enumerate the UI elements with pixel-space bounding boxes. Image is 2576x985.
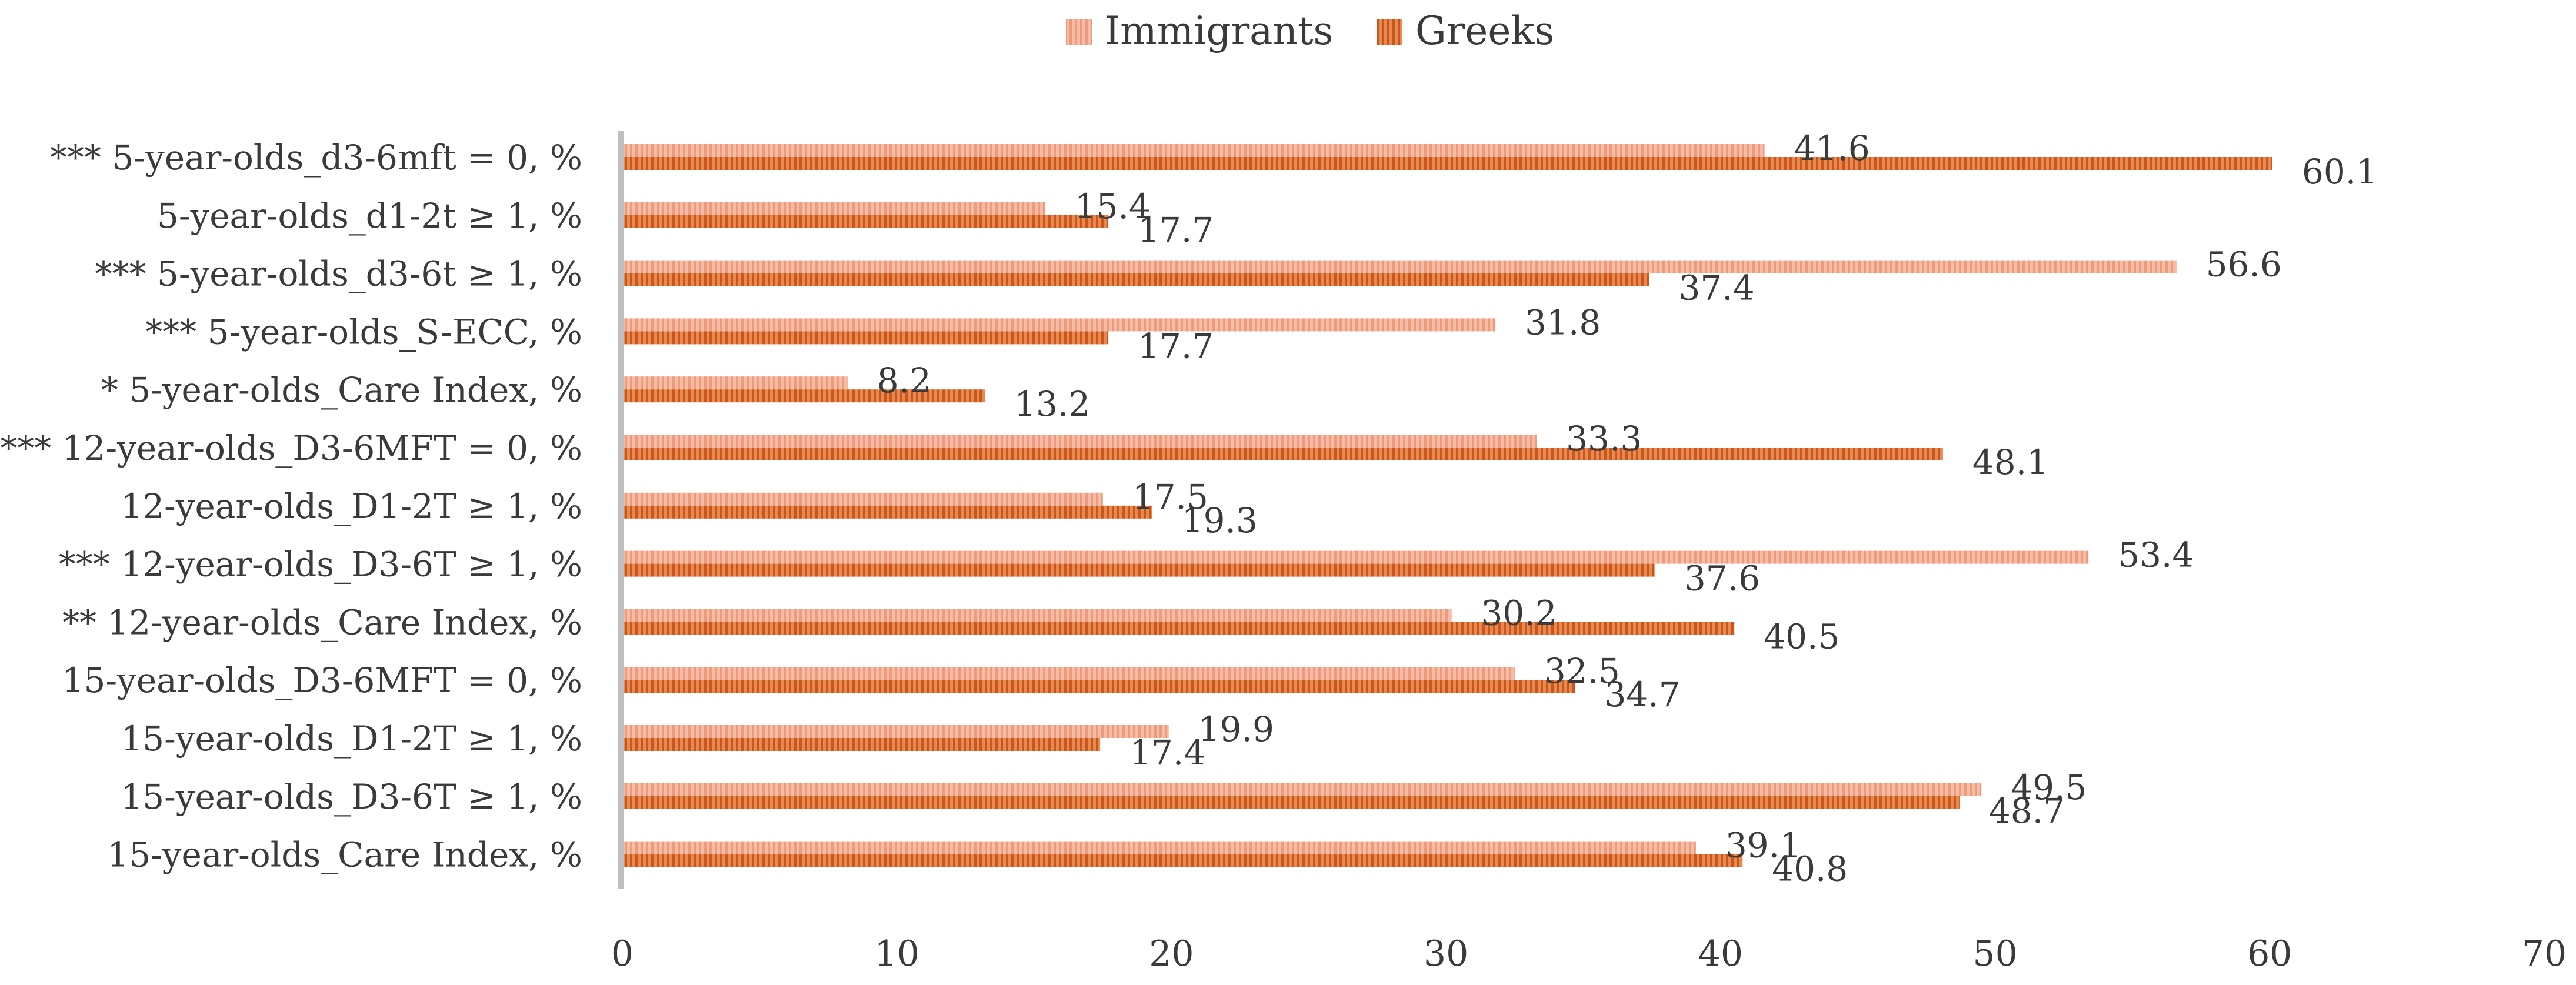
data-label-immigrants: 33.3 — [1566, 419, 1642, 459]
bar-immigrants — [622, 144, 1765, 157]
bar-immigrants — [622, 202, 1045, 215]
category-label: ** 12-year-olds_Care Index, % — [62, 602, 582, 642]
data-label-greeks: 13.2 — [1014, 384, 1090, 424]
legend-label-immigrants: Immigrants — [1105, 8, 1333, 54]
category-label: 5-year-olds_d1-2t ≥ 1, % — [157, 196, 582, 236]
category-label: 15-year-olds_Care Index, % — [107, 835, 582, 875]
bar-greeks — [622, 622, 1735, 635]
bar-greeks — [622, 505, 1152, 519]
data-label-greeks: 37.6 — [1684, 559, 1760, 599]
bars — [622, 144, 2272, 867]
x-tick-label: 40 — [1698, 933, 1743, 974]
category-label: 15-year-olds_D3-6MFT = 0, % — [62, 660, 582, 700]
data-label-immigrants: 49.5 — [2011, 767, 2087, 807]
data-label-immigrants: 32.5 — [1544, 651, 1620, 691]
data-label-greeks: 37.4 — [1679, 268, 1755, 308]
legend-label-greeks: Greeks — [1415, 8, 1554, 54]
bar-immigrants — [622, 492, 1103, 506]
bar-greeks — [622, 854, 1743, 867]
category-label: 12-year-olds_D1-2T ≥ 1, % — [121, 486, 582, 526]
x-tick-label: 70 — [2522, 933, 2567, 974]
category-labels: *** 5-year-olds_d3-6mft = 0, % 5-year-old… — [0, 138, 582, 875]
category-label: 15-year-olds_D3-6T ≥ 1, % — [121, 777, 582, 817]
data-label-immigrants: 15.4 — [1075, 186, 1151, 226]
category-label: *** 12-year-olds_D3-6MFT = 0, % — [0, 428, 582, 468]
data-label-greeks: 48.1 — [1972, 442, 2048, 482]
bar-greeks — [622, 215, 1109, 228]
bar-immigrants — [622, 609, 1452, 622]
category-label: 15-year-olds_D1-2T ≥ 1, % — [121, 719, 582, 759]
data-label-greeks: 19.3 — [1182, 500, 1258, 540]
category-label: *** 5-year-olds_d3-6mft = 0, % — [50, 138, 582, 178]
bar-immigrants — [622, 841, 1696, 854]
data-label-greeks: 48.7 — [1989, 791, 2065, 831]
data-label-immigrants: 17.5 — [1132, 477, 1208, 517]
data-label-greeks: 17.7 — [1138, 326, 1214, 366]
bar-immigrants — [622, 318, 1496, 332]
bar-greeks — [622, 563, 1655, 577]
data-label-greeks: 60.1 — [2302, 152, 2378, 192]
category-label: *** 5-year-olds_S-ECC, % — [145, 312, 582, 352]
bar-greeks — [622, 157, 2272, 170]
data-label-immigrants: 31.8 — [1525, 302, 1601, 342]
bar-immigrants — [622, 260, 2177, 273]
x-tick-label: 10 — [875, 933, 919, 974]
bar-immigrants — [622, 550, 2089, 564]
x-axis-ticks: 0 10 20 30 40 50 60 70 — [611, 933, 2567, 974]
data-label-greeks: 40.5 — [1764, 616, 1839, 656]
bar-greeks — [622, 389, 985, 403]
data-label-greeks: 17.7 — [1138, 210, 1214, 250]
category-label: * 5-year-olds_Care Index, % — [101, 370, 582, 410]
bar-greeks — [622, 796, 1960, 809]
data-label-greeks: 17.4 — [1129, 733, 1205, 773]
bar-immigrants — [622, 725, 1169, 738]
legend: Immigrants Greeks — [1066, 8, 1554, 54]
bar-immigrants — [622, 783, 1982, 796]
data-label-immigrants: 39.1 — [1725, 826, 1801, 866]
category-label: *** 12-year-olds_D3-6T ≥ 1, % — [59, 545, 582, 585]
legend-swatch-immigrants — [1066, 19, 1092, 45]
x-tick-label: 30 — [1424, 933, 1468, 974]
bar-immigrants — [622, 667, 1515, 680]
legend-swatch-greeks — [1377, 19, 1402, 45]
data-label-greeks: 40.8 — [1772, 849, 1848, 889]
x-tick-label: 60 — [2247, 933, 2292, 974]
bar-greeks — [622, 331, 1109, 345]
x-tick-label: 0 — [611, 933, 634, 974]
data-label-immigrants: 30.2 — [1481, 593, 1557, 633]
data-label-immigrants: 53.4 — [2118, 535, 2194, 575]
data-label-immigrants: 8.2 — [877, 360, 931, 400]
bar-greeks — [622, 738, 1101, 751]
data-labels: 41.660.115.417.756.637.431.817.78.213.23… — [877, 128, 2378, 889]
bar-immigrants — [622, 435, 1537, 448]
data-label-immigrants: 19.9 — [1198, 709, 1274, 749]
bar-immigrants — [622, 376, 848, 390]
category-label: *** 5-year-olds_d3-6t ≥ 1, % — [95, 254, 582, 294]
data-label-greeks: 34.7 — [1604, 675, 1680, 714]
bar-greeks — [622, 273, 1649, 286]
bar-greeks — [622, 448, 1943, 460]
x-tick-label: 20 — [1149, 933, 1194, 974]
data-label-immigrants: 56.6 — [2206, 245, 2282, 285]
data-label-immigrants: 41.6 — [1794, 128, 1870, 168]
bar-greeks — [622, 680, 1575, 693]
x-tick-label: 50 — [1972, 933, 2017, 974]
